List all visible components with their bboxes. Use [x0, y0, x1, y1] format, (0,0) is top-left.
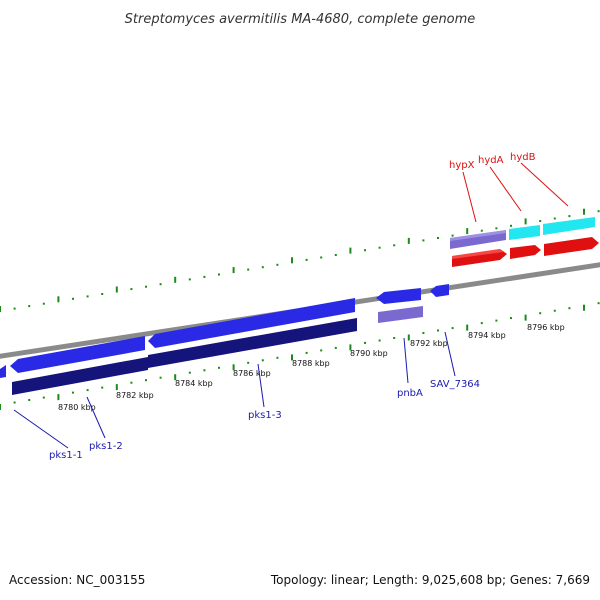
- map-title: Streptomyces avermitilis MA-4680, comple…: [125, 12, 476, 27]
- upper-scale-ticks: [0, 208, 600, 312]
- middle-feature-track[interactable]: [376, 284, 449, 323]
- genome-summary: Topology: linear; Length: 9,025,608 bp; …: [270, 573, 590, 587]
- pks-feature-track[interactable]: [0, 298, 357, 395]
- leader-hydB: [520, 162, 569, 207]
- label-SAV_7364[interactable]: SAV_7364: [430, 379, 480, 390]
- scale-label: 8780 kbp: [58, 403, 96, 412]
- gene-pks1-2[interactable]: [10, 336, 145, 373]
- accession-label: Accession: NC_003155: [9, 573, 146, 587]
- scale-label: 8794 kbp: [468, 331, 506, 340]
- leader-pks1-3: [257, 363, 265, 408]
- leader-pks1-2: [86, 396, 106, 439]
- gene-pks1-3[interactable]: [148, 298, 355, 348]
- scale-labels: 8780 kbp 8782 kbp 8784 kbp 8786 kbp 8788…: [58, 323, 565, 412]
- cds-hydA[interactable]: [509, 225, 540, 240]
- scale-label: 8784 kbp: [175, 379, 213, 388]
- gene-hydB[interactable]: [544, 237, 599, 256]
- scale-label: 8796 kbp: [527, 323, 565, 332]
- gene-hydA[interactable]: [510, 245, 541, 259]
- leader-pks1-1: [13, 409, 69, 449]
- gene-pks1-1[interactable]: [0, 365, 6, 378]
- label-pks1-3[interactable]: pks1-3: [248, 410, 282, 421]
- scale-label: 8792 kbp: [410, 339, 448, 348]
- label-pnbA[interactable]: pnbA: [397, 388, 423, 399]
- gene-pnbA[interactable]: [376, 288, 421, 304]
- gene-labels-blue: pks1-1 pks1-2 pks1-3 pnbA SAV_7364: [49, 379, 480, 461]
- cds-hypX-highlight: [450, 230, 506, 241]
- cds-pks1-3[interactable]: [148, 318, 357, 368]
- gene-hypX-highlight: [452, 249, 503, 259]
- leader-pnbA: [403, 337, 409, 384]
- cds-pnbA[interactable]: [378, 306, 423, 323]
- upper-feature-track[interactable]: [450, 217, 599, 267]
- scale-label: 8786 kbp: [233, 369, 271, 378]
- label-hydA[interactable]: hydA: [478, 155, 504, 166]
- gene-hypX[interactable]: [452, 249, 507, 267]
- leader-hypX: [462, 171, 477, 223]
- label-hydB[interactable]: hydB: [510, 152, 536, 163]
- red-leader-lines: [462, 162, 569, 223]
- cds-pks1-2[interactable]: [12, 357, 148, 395]
- lower-scale-ticks: [0, 302, 600, 410]
- label-hypX[interactable]: hypX: [449, 160, 475, 171]
- gene-labels-red: hypX hydA hydB: [449, 152, 536, 171]
- scale-label: 8788 kbp: [292, 359, 330, 368]
- blue-leader-lines: [13, 331, 456, 449]
- cds-hydB[interactable]: [543, 217, 595, 235]
- label-pks1-1[interactable]: pks1-1: [49, 450, 83, 461]
- scale-label: 8782 kbp: [116, 391, 154, 400]
- leader-hydA: [489, 166, 522, 212]
- label-pks1-2[interactable]: pks1-2: [89, 441, 123, 452]
- leader-SAV_7364: [444, 331, 456, 377]
- gene-SAV_7364[interactable]: [430, 284, 449, 297]
- scale-label: 8790 kbp: [350, 349, 388, 358]
